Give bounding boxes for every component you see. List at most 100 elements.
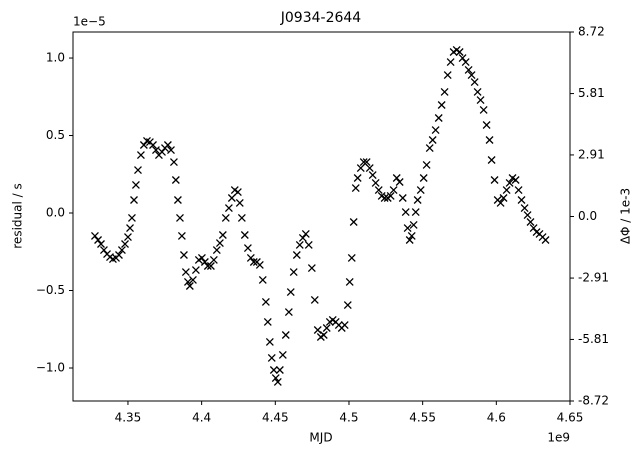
marker xyxy=(197,253,206,262)
x-tick-label: 4.5 xyxy=(339,411,358,425)
marker xyxy=(502,186,511,195)
marker xyxy=(131,181,140,189)
marker xyxy=(176,214,184,222)
marker xyxy=(286,288,295,297)
marker xyxy=(295,240,304,249)
marker xyxy=(411,208,420,217)
marker xyxy=(405,236,414,244)
marker xyxy=(467,71,476,80)
marker xyxy=(267,353,276,362)
marker xyxy=(265,337,274,346)
marker xyxy=(203,262,212,270)
marker xyxy=(386,192,395,200)
marker xyxy=(209,256,218,264)
marker xyxy=(127,214,136,222)
marker xyxy=(520,204,529,213)
marker xyxy=(434,114,443,122)
marker xyxy=(94,236,103,244)
marker xyxy=(437,101,446,109)
marker xyxy=(278,351,287,359)
marker xyxy=(499,194,508,202)
marker xyxy=(487,156,496,164)
marker xyxy=(514,186,523,195)
marker xyxy=(431,126,440,135)
y-tick-label: −1.0 xyxy=(36,360,65,374)
marker xyxy=(289,268,298,277)
y2-tick-label: -5.81 xyxy=(578,332,609,346)
marker xyxy=(173,196,182,204)
marker xyxy=(185,282,194,290)
marker xyxy=(126,224,134,233)
marker xyxy=(322,324,331,332)
marker xyxy=(200,258,209,266)
y-tick-label: −0.5 xyxy=(36,283,65,297)
marker xyxy=(134,166,142,175)
marker xyxy=(380,194,389,202)
marker xyxy=(529,224,538,233)
x-tick-label: 4.4 xyxy=(192,411,211,425)
marker xyxy=(249,258,258,266)
marker xyxy=(440,88,449,96)
marker xyxy=(425,144,434,153)
marker xyxy=(353,174,362,182)
marker xyxy=(269,366,278,374)
marker xyxy=(541,236,550,244)
y2-tick-label: 2.91 xyxy=(578,147,605,161)
x-offset-label: 1e9 xyxy=(547,431,570,445)
y2-tick-label: 0.0 xyxy=(578,209,597,223)
marker xyxy=(422,161,431,169)
y-tick-label: 0.5 xyxy=(46,128,65,142)
marker xyxy=(398,194,407,202)
marker xyxy=(496,198,505,207)
marker xyxy=(261,298,270,306)
x-tick-label: 4.35 xyxy=(115,411,142,425)
marker xyxy=(485,136,494,144)
y-axis-label: residual / s xyxy=(11,183,25,248)
marker xyxy=(90,231,99,240)
marker xyxy=(149,141,157,149)
marker xyxy=(177,231,186,240)
marker xyxy=(215,239,224,248)
x-axis-label: MJD xyxy=(309,431,332,445)
marker xyxy=(281,331,290,339)
marker xyxy=(139,141,148,149)
marker xyxy=(455,48,464,56)
marker xyxy=(115,251,123,259)
marker xyxy=(181,268,190,277)
marker xyxy=(419,174,428,182)
marker xyxy=(464,66,473,74)
marker xyxy=(301,229,310,238)
marker xyxy=(368,171,377,180)
marker xyxy=(356,164,365,173)
y2-tick-label: -8.72 xyxy=(578,394,609,408)
marker xyxy=(167,146,175,155)
marker xyxy=(169,158,178,166)
marker xyxy=(307,264,316,272)
marker xyxy=(171,176,180,184)
marker xyxy=(136,151,145,160)
marker xyxy=(310,295,319,304)
marker xyxy=(523,211,532,219)
y-tick-label: 0.0 xyxy=(46,206,65,220)
marker xyxy=(237,214,246,222)
marker xyxy=(476,96,485,104)
marker xyxy=(340,321,349,330)
marker xyxy=(517,196,526,204)
marker xyxy=(258,276,267,284)
marker xyxy=(362,158,371,166)
x-tick-label: 4.45 xyxy=(262,411,289,425)
marker xyxy=(374,186,383,195)
y2-tick-label: -2.91 xyxy=(578,271,609,285)
marker xyxy=(273,377,282,386)
y-offset-label: 1e−5 xyxy=(73,15,106,29)
marker xyxy=(392,174,401,182)
marker xyxy=(343,301,352,310)
marker xyxy=(255,260,264,269)
marker xyxy=(151,146,160,155)
marker xyxy=(212,246,221,255)
marker xyxy=(183,278,192,286)
marker xyxy=(263,318,272,326)
marker xyxy=(292,251,301,259)
marker xyxy=(224,204,233,213)
marker xyxy=(179,251,188,259)
